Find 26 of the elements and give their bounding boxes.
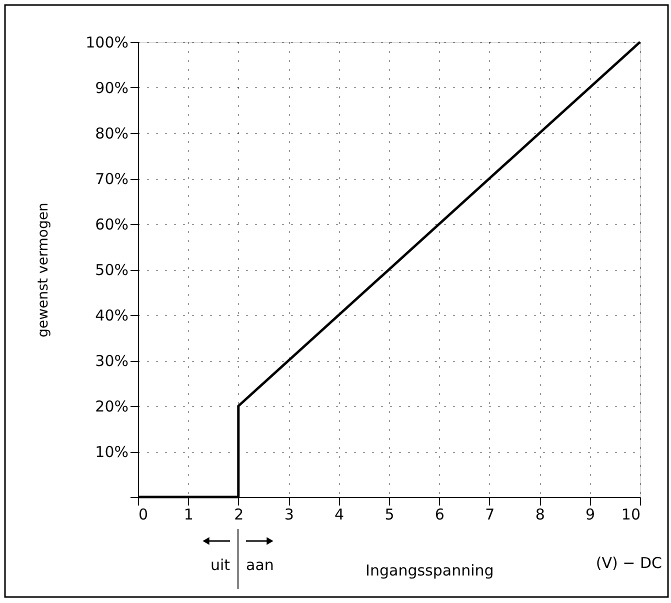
y-tick-label: 50% xyxy=(95,261,128,279)
x-tick-label: 4 xyxy=(334,506,344,524)
x-tick-label: 9 xyxy=(586,506,596,524)
x-tick-label: 1 xyxy=(184,506,194,524)
text: aan xyxy=(246,556,274,574)
text: uit xyxy=(210,556,230,574)
y-axis-title: gewenst vermogen xyxy=(36,202,52,338)
x-tick-label: 6 xyxy=(434,506,444,524)
x-tick-label: 2 xyxy=(234,506,244,524)
x-tick-label: 5 xyxy=(384,506,394,524)
y-tick-label: 80% xyxy=(95,124,128,142)
y-tick-label: 40% xyxy=(95,306,128,324)
x-tick-label: 10 xyxy=(621,506,640,524)
x-axis-title: Ingangsspanning xyxy=(366,562,494,580)
y-tick-label: 20% xyxy=(95,398,128,416)
y-tick-label: 100% xyxy=(86,34,128,52)
x-tick-label: 8 xyxy=(535,506,545,524)
x-tick-label: 3 xyxy=(284,506,294,524)
x-tick-label: 0 xyxy=(138,506,148,524)
y-tick-label: 70% xyxy=(95,170,128,188)
y-tick-label: 10% xyxy=(95,443,128,461)
y-tick-label: 60% xyxy=(95,216,128,234)
y-tick-label: 90% xyxy=(95,79,128,97)
text: (V) − DC xyxy=(596,554,662,572)
x-tick-label: 7 xyxy=(485,506,495,524)
y-tick-label: 30% xyxy=(95,352,128,370)
